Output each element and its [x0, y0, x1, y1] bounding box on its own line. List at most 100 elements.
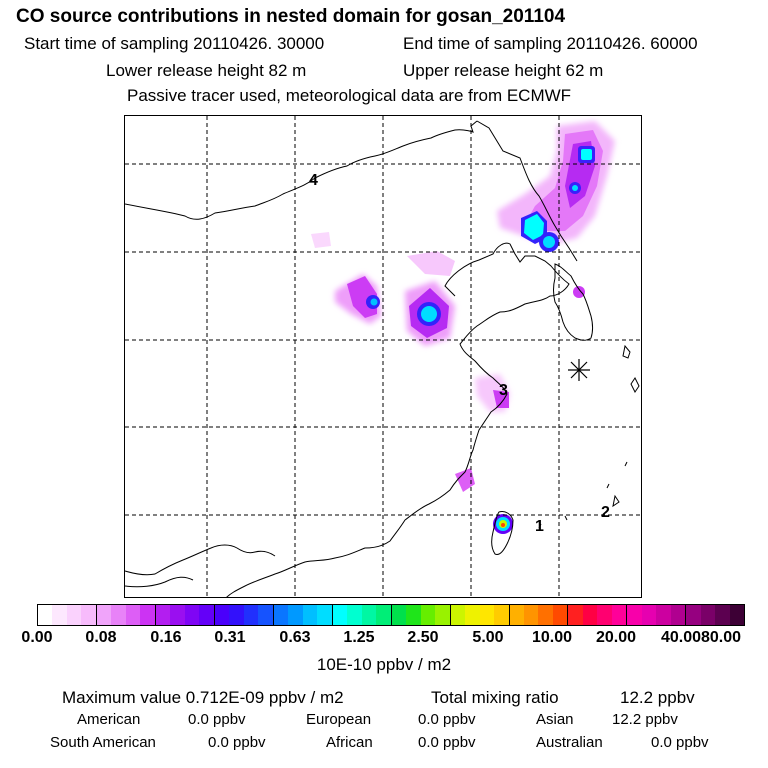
- colorbar-swatch: [465, 605, 480, 625]
- colorbar-swatch: [641, 605, 657, 625]
- colorbar-swatch: [317, 605, 333, 625]
- colorbar-swatch: [523, 605, 539, 625]
- colorbar-swatch: [170, 605, 185, 625]
- colorbar-swatch: [273, 605, 289, 625]
- inner-mongolia-border: [125, 120, 478, 220]
- colorbar-swatch: [729, 605, 745, 625]
- colorbar-swatch: [406, 605, 421, 625]
- china-east-coast: [226, 242, 570, 597]
- plume-northeast: [497, 121, 615, 252]
- region-name: African: [326, 734, 373, 751]
- map-marker-label: 3: [499, 382, 508, 399]
- colorbar-swatch: [715, 605, 730, 625]
- colorbar-swatch: [420, 605, 436, 625]
- colorbar-tick: 0.08: [85, 629, 117, 646]
- japan-coast: [612, 344, 640, 508]
- colorbar-swatch: [450, 605, 466, 625]
- region-value: 0.0 ppbv: [418, 734, 476, 751]
- colorbar-tick: 2.50: [407, 629, 439, 646]
- korea-peninsula: [553, 263, 593, 341]
- region-name: Australian: [536, 734, 603, 751]
- lat-lon-grid: [125, 116, 641, 597]
- colorbar-swatch: [538, 605, 553, 625]
- colorbar-swatch: [479, 605, 495, 625]
- map-canvas: 1 2 3 4: [125, 116, 641, 597]
- ryukyu-islands: [538, 461, 628, 529]
- region-value: 0.0 ppbv: [208, 734, 266, 751]
- colorbar-tick: 5.00: [472, 629, 504, 646]
- start-time-label: Start time of sampling 20110426. 30000: [24, 34, 325, 53]
- map-marker-label: 2: [601, 504, 610, 521]
- colorbar-swatch: [347, 605, 362, 625]
- tracer-note: Passive tracer used, meteorological data…: [127, 86, 572, 105]
- total-mixing-value: 12.2 ppbv: [620, 688, 695, 707]
- colorbar-swatch: [38, 605, 53, 625]
- region-value: 0.0 ppbv: [418, 711, 476, 728]
- region-name: Asian: [536, 711, 574, 728]
- colorbar-swatch: [568, 605, 583, 625]
- south-border: [125, 576, 194, 588]
- upper-release-label: Upper release height 62 m: [403, 61, 604, 80]
- colorbar-swatch: [509, 605, 524, 625]
- colorbar-tick: 0.31: [214, 629, 246, 646]
- plume-west-inland: [311, 232, 455, 346]
- colorbar-swatch: [656, 605, 671, 625]
- colorbar-tick: 20.00: [595, 629, 637, 646]
- colorbar-swatch: [96, 605, 112, 625]
- map-panel: 1 2 3 4: [124, 115, 642, 598]
- region-value: 12.2 ppbv: [612, 711, 678, 728]
- colorbar-swatch: [700, 605, 716, 625]
- colorbar-swatch: [686, 605, 701, 625]
- colorbar: [37, 604, 745, 626]
- plume-layer: [311, 121, 615, 534]
- colorbar-swatch: [155, 605, 171, 625]
- colorbar-swatch: [52, 605, 67, 625]
- colorbar-swatch: [81, 605, 97, 625]
- colorbar-swatch: [494, 605, 510, 625]
- inland-border: [125, 544, 276, 576]
- colorbar-swatch: [552, 605, 569, 625]
- colorbar-swatch: [376, 605, 392, 625]
- colorbar-swatch: [435, 605, 451, 625]
- colorbar-tick: 0.00: [21, 629, 53, 646]
- colorbar-swatch: [627, 605, 642, 625]
- colorbar-swatch: [582, 605, 598, 625]
- region-name: American: [77, 711, 141, 728]
- region-name: European: [306, 711, 372, 728]
- map-marker-label: 4: [309, 172, 318, 189]
- colorbar-swatch: [391, 605, 407, 625]
- colorbar-tick: 10.00: [531, 629, 573, 646]
- colorbar-swatch: [302, 605, 318, 625]
- end-time-label: End time of sampling 20110426. 60000: [403, 34, 698, 53]
- colorbar-tick: 80.00: [700, 629, 742, 646]
- colorbar-swatch: [229, 605, 244, 625]
- china-northeast-border: [476, 120, 578, 262]
- colorbar-swatch: [199, 605, 215, 625]
- colorbar-swatch: [258, 605, 274, 625]
- colorbar-swatch: [332, 605, 348, 625]
- colorbar-swatch: [125, 605, 141, 625]
- colorbar-tick: 0.63: [279, 629, 311, 646]
- colorbar-swatch: [140, 605, 156, 625]
- lower-release-label: Lower release height 82 m: [106, 61, 307, 80]
- colorbar-swatch: [361, 605, 377, 625]
- region-value: 0.0 ppbv: [651, 734, 709, 751]
- colorbar-swatch: [243, 605, 259, 625]
- plume-taiwan: [493, 514, 513, 534]
- colorbar-swatch: [214, 605, 230, 625]
- colorbar-tick: 1.25: [343, 629, 375, 646]
- coastline-layer: [125, 120, 640, 597]
- colorbar-swatch: [111, 605, 126, 625]
- colorbar-tick: 0.16: [150, 629, 182, 646]
- taiwan-island: [491, 511, 514, 555]
- colorbar-swatch: [288, 605, 303, 625]
- colorbar-swatch: [611, 605, 628, 625]
- max-value-label: Maximum value 0.712E-09 ppbv / m2: [62, 688, 344, 707]
- colorbar-tick: 40.00: [660, 629, 702, 646]
- colorbar-swatch: [66, 605, 82, 625]
- map-title: CO source contributions in nested domain…: [16, 6, 566, 27]
- colorbar-units: 10E-10 ppbv / m2: [316, 655, 452, 674]
- region-name: South American: [50, 734, 156, 751]
- region-value: 0.0 ppbv: [188, 711, 246, 728]
- colorbar-swatch: [597, 605, 612, 625]
